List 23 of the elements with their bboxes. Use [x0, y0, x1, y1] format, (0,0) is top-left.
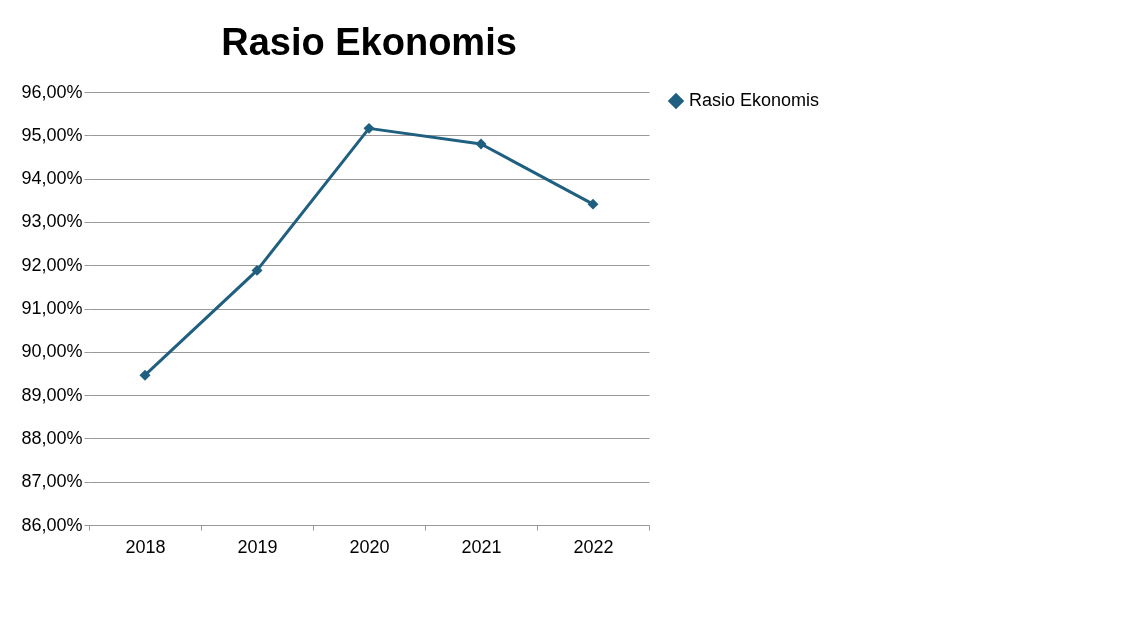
point	[587, 198, 599, 210]
y-tick-label: 96,00%	[21, 81, 83, 102]
y-tick-label: 88,00%	[21, 427, 83, 448]
point	[139, 369, 151, 381]
y-tick-label: 92,00%	[21, 254, 83, 275]
y-tick-label: 95,00%	[21, 124, 83, 145]
x-tick-label: 2019	[237, 536, 278, 557]
chart-title: Rasio Ekonomis	[221, 21, 517, 63]
point	[475, 138, 487, 150]
y-tick-label: 87,00%	[21, 471, 83, 492]
y-tick-label: 90,00%	[21, 341, 83, 362]
point	[363, 122, 375, 134]
x-tick-label: 2018	[125, 536, 166, 557]
y-tick-label: 91,00%	[21, 298, 83, 318]
x-tick-label: 2022	[573, 536, 614, 557]
x-tick-label: 2020	[349, 536, 390, 557]
x-tick-label: 2021	[461, 536, 502, 557]
legend-label: Rasio Ekonomis	[689, 90, 820, 110]
y-tick-label: 94,00%	[21, 168, 83, 189]
y-tick-label: 93,00%	[21, 211, 83, 232]
y-tick-label: 89,00%	[21, 384, 83, 405]
point	[251, 264, 263, 276]
y-tick-label: 86,00%	[21, 514, 83, 535]
